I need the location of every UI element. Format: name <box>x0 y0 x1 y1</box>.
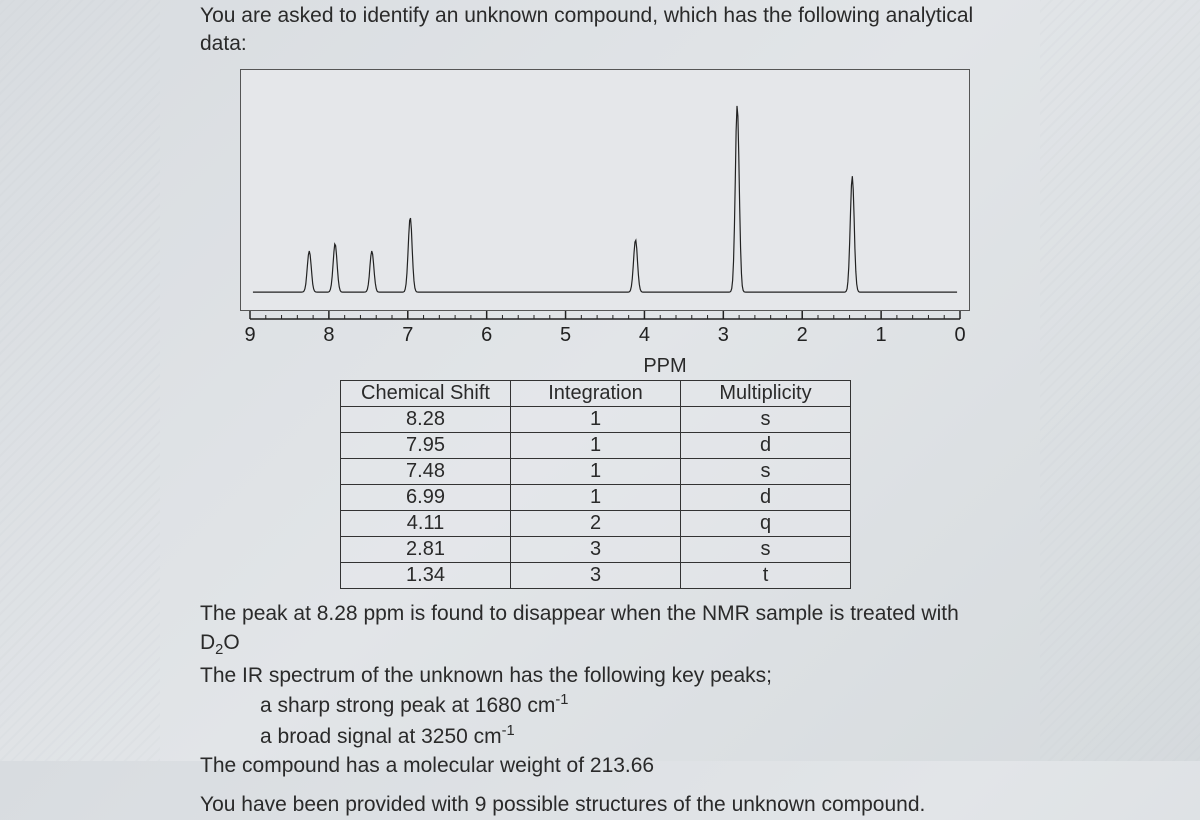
svg-text:5: 5 <box>560 324 571 346</box>
table-cell: 8.28 <box>341 406 511 432</box>
header-integration: Integration <box>511 380 681 406</box>
table-cell: q <box>681 510 851 536</box>
table-row: 2.813s <box>341 536 851 562</box>
spectrum-axis: 9 8 7 6 5 4 3 2 1 0 <box>200 311 1010 357</box>
nmr-data-table: Chemical Shift Integration Multiplicity … <box>340 380 851 589</box>
table-cell: d <box>681 432 851 458</box>
axis-label: PPM <box>300 355 1030 378</box>
table-cell: 4.11 <box>341 510 511 536</box>
table-cell: s <box>681 406 851 432</box>
table-row: 7.481s <box>341 458 851 484</box>
intro-text: You are asked to identify an unknown com… <box>200 2 1160 59</box>
mw-line: The compound has a molecular weight of 2… <box>200 751 1160 780</box>
svg-text:4: 4 <box>639 324 650 346</box>
table-cell: t <box>681 562 851 588</box>
spectrum-svg <box>241 70 969 310</box>
table-cell: 1 <box>511 432 681 458</box>
d2o-line-2: D2O <box>200 628 1160 661</box>
intro-line-1: You are asked to identify an unknown com… <box>200 4 973 27</box>
table-row: 4.112q <box>341 510 851 536</box>
d2o-line-1: The peak at 8.28 ppm is found to disappe… <box>200 599 1160 628</box>
question-content: You are asked to identify an unknown com… <box>200 0 1160 820</box>
svg-text:6: 6 <box>481 324 492 346</box>
nmr-spectrum <box>240 69 970 311</box>
table-header-row: Chemical Shift Integration Multiplicity <box>341 380 851 406</box>
svg-text:7: 7 <box>402 324 413 346</box>
table-cell: s <box>681 536 851 562</box>
table-cell: 7.95 <box>341 432 511 458</box>
ir-peak-1: a sharp strong peak at 1680 cm-1 <box>200 690 1160 720</box>
explanatory-text: The peak at 8.28 ppm is found to disappe… <box>200 599 1160 820</box>
final-line: You have been provided with 9 possible s… <box>200 790 1160 819</box>
svg-text:8: 8 <box>323 324 334 346</box>
table-cell: 2.81 <box>341 536 511 562</box>
table-cell: 2 <box>511 510 681 536</box>
table-cell: s <box>681 458 851 484</box>
header-multiplicity: Multiplicity <box>681 380 851 406</box>
table-cell: 1 <box>511 484 681 510</box>
svg-text:9: 9 <box>244 324 255 346</box>
ir-intro: The IR spectrum of the unknown has the f… <box>200 661 1160 690</box>
table-cell: d <box>681 484 851 510</box>
ir-peak-2: a broad signal at 3250 cm-1 <box>200 721 1160 751</box>
svg-text:1: 1 <box>876 324 887 346</box>
table-row: 8.281s <box>341 406 851 432</box>
svg-text:3: 3 <box>718 324 729 346</box>
table-cell: 1 <box>511 458 681 484</box>
table-row: 1.343t <box>341 562 851 588</box>
table-cell: 6.99 <box>341 484 511 510</box>
table-row: 6.991d <box>341 484 851 510</box>
table-cell: 3 <box>511 536 681 562</box>
table-cell: 3 <box>511 562 681 588</box>
svg-text:0: 0 <box>954 324 965 346</box>
table-cell: 7.48 <box>341 458 511 484</box>
header-shift: Chemical Shift <box>341 380 511 406</box>
svg-text:2: 2 <box>797 324 808 346</box>
axis-svg: 9 8 7 6 5 4 3 2 1 0 <box>200 311 1010 357</box>
table-cell: 1 <box>511 406 681 432</box>
intro-line-2: data: <box>200 32 247 55</box>
table-row: 7.951d <box>341 432 851 458</box>
table-cell: 1.34 <box>341 562 511 588</box>
